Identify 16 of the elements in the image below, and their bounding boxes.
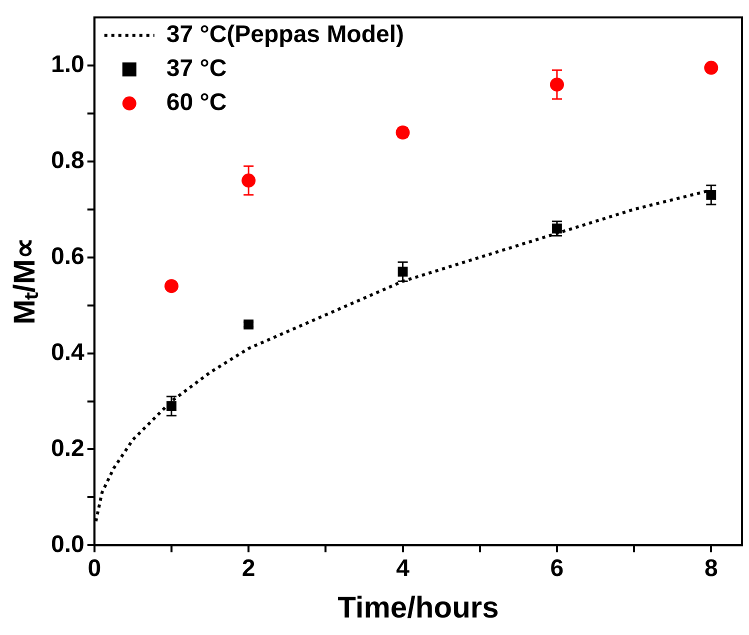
x-tick-label: 2 xyxy=(242,555,256,582)
x-tick-label: 4 xyxy=(396,555,410,582)
y-tick-label: 0.2 xyxy=(50,434,84,462)
y-tick-label: 0.0 xyxy=(50,530,84,558)
legend-label: 60 °C xyxy=(166,89,227,116)
legend-label: 37 °C(Peppas Model) xyxy=(166,21,404,48)
y-tick-label: 0.4 xyxy=(50,338,86,366)
y-tick-label: 0.8 xyxy=(50,146,84,174)
legend-label: 37 °C xyxy=(166,55,227,82)
y-tick-label: 1.0 xyxy=(50,51,84,78)
x-tick-label: 8 xyxy=(704,555,718,582)
x-tick-label: 6 xyxy=(550,555,564,582)
x-axis-title: Time/hours xyxy=(338,591,499,624)
x-tick-label: 0 xyxy=(88,555,102,582)
y-axis-title: Mₜ/M∝ xyxy=(8,238,42,324)
y-tick-label: 0.6 xyxy=(50,242,84,270)
